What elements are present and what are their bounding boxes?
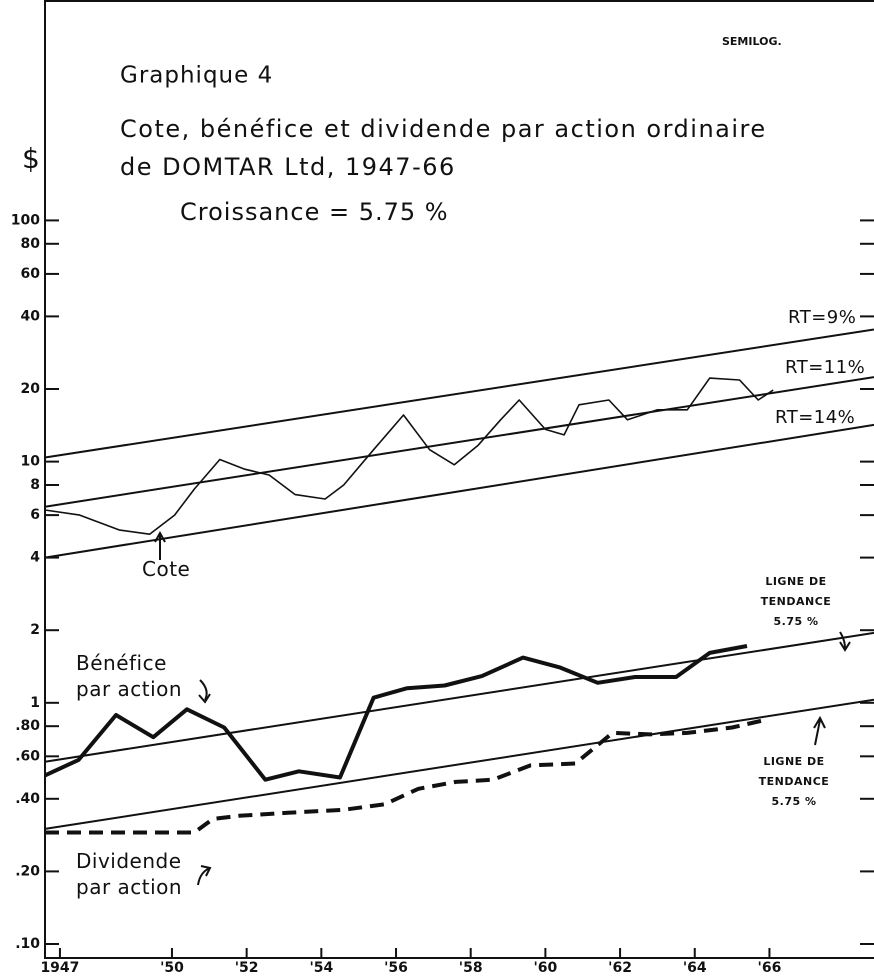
- y-tick-label: 100: [11, 212, 40, 228]
- chart-subtitle: de DOMTAR Ltd, 1947-66: [120, 153, 456, 181]
- series-line: [45, 717, 767, 835]
- y-tick-label: 4: [30, 550, 40, 566]
- series-label: Dividende par action: [76, 849, 183, 899]
- arrow: [839, 631, 851, 652]
- arrow: [813, 715, 826, 746]
- x-tick-label: '62: [608, 960, 632, 976]
- arrows: [154, 530, 851, 886]
- plot-frame: [44, 0, 874, 959]
- series-line: [44, 376, 874, 508]
- series-line: [44, 328, 874, 459]
- series-line: [44, 423, 874, 559]
- arrow: [197, 865, 212, 886]
- series-label: Cote: [142, 557, 191, 581]
- y-tick-label: .60: [15, 748, 40, 764]
- series-line: [44, 631, 874, 763]
- y-tick-label: 1: [30, 695, 40, 711]
- y-tick-label: 80: [21, 236, 41, 252]
- x-tick-label: '60: [533, 960, 557, 976]
- y-tick-label: .80: [15, 718, 40, 734]
- chart-title: Cote, bénéfice et dividende par action o…: [120, 115, 767, 143]
- arrow: [198, 679, 211, 704]
- x-tick-label: 1947: [40, 960, 79, 976]
- y-tick-label: 20: [21, 381, 41, 397]
- series-label: RT=9%: [788, 307, 857, 328]
- x-tick-label: '54: [309, 960, 333, 976]
- x-tick-label: '66: [758, 960, 782, 976]
- series-label: LIGNE DE TENDANCE 5.75 %: [758, 755, 830, 808]
- y-axis-label: $: [22, 142, 40, 175]
- y-tick-label: 10: [21, 454, 41, 470]
- x-tick-label: '58: [459, 960, 483, 976]
- figure-label: Graphique 4: [120, 63, 273, 89]
- series-line: [44, 644, 748, 782]
- corner-note: SEMILOG.: [722, 35, 782, 48]
- y-tick-label: 8: [30, 477, 40, 493]
- series-line: [44, 698, 874, 830]
- x-tick-label: '50: [160, 960, 184, 976]
- y-tick-label: .40: [15, 791, 40, 807]
- y-tick-label: 6: [30, 507, 40, 523]
- series-label: RT=14%: [775, 407, 856, 428]
- x-tick-label: '52: [235, 960, 259, 976]
- x-tick-label: '64: [683, 960, 707, 976]
- series-label: RT=11%: [785, 357, 866, 378]
- series-label: Bénéfice par action: [76, 651, 183, 701]
- y-tick-label: 60: [21, 266, 41, 282]
- y-tick-label: 40: [21, 308, 41, 324]
- y-tick-label: 2: [30, 622, 40, 638]
- series-label: LIGNE DE TENDANCE 5.75 %: [760, 575, 832, 628]
- growth-note: Croissance = 5.75 %: [180, 198, 449, 226]
- y-tick-label: .10: [15, 936, 40, 952]
- x-tick-label: '56: [384, 960, 408, 976]
- y-tick-label: .20: [15, 863, 40, 879]
